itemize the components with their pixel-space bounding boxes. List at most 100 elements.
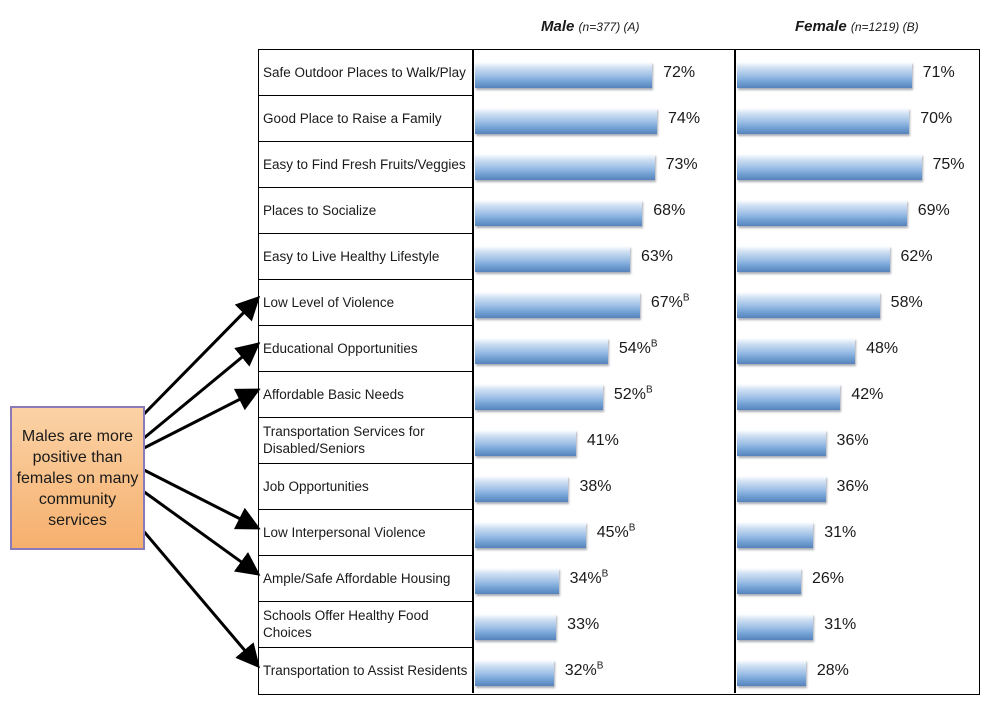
male-value-label: 73% <box>666 156 698 174</box>
row-divider <box>258 555 472 556</box>
female-value-label: 26% <box>812 570 844 588</box>
value-text: 58% <box>890 294 923 311</box>
value-text: 69% <box>917 202 950 219</box>
row-divider <box>258 463 472 464</box>
category-label: Ample/Safe Affordable Housing <box>263 570 451 586</box>
significance-marker: B <box>596 660 604 672</box>
male-bar <box>475 62 653 88</box>
callout-arrow <box>143 468 261 530</box>
value-text: 38% <box>579 478 612 495</box>
female-bar <box>737 292 880 318</box>
category-label: Transportation to Assist Residents <box>263 662 468 678</box>
female-value-label: 31% <box>824 524 856 542</box>
female-value-label: 36% <box>837 432 869 450</box>
female-value-label: 75% <box>933 156 965 174</box>
female-bar <box>737 384 841 410</box>
male-value-label: 34%B <box>569 568 609 588</box>
significance-marker: B <box>601 568 609 580</box>
value-text: 36% <box>836 432 869 449</box>
category-label: Job Opportunities <box>263 478 369 494</box>
callout-arrow <box>143 388 261 450</box>
male-bar <box>475 384 603 410</box>
row-divider <box>258 141 472 142</box>
male-bar <box>475 660 554 686</box>
male-column-divider <box>472 49 474 693</box>
female-bar <box>737 430 826 456</box>
female-bar <box>737 200 907 226</box>
male-bar <box>475 430 576 456</box>
callout-arrow <box>122 507 260 669</box>
value-text: 28% <box>816 662 849 679</box>
row-divider <box>258 187 472 188</box>
value-text: 72% <box>663 64 696 81</box>
row-divider <box>258 233 472 234</box>
male-bar <box>475 476 569 502</box>
value-text: 68% <box>653 202 686 219</box>
category-label: Easy to Find Fresh Fruits/Veggies <box>263 156 466 172</box>
female-bar <box>737 154 922 180</box>
significance-marker: B <box>645 384 653 396</box>
female-value-label: 62% <box>901 248 933 266</box>
significance-marker: B <box>682 292 690 304</box>
male-value-label: 63% <box>641 248 673 266</box>
callout-arrow <box>142 295 261 416</box>
male-value-label: 74% <box>668 110 700 128</box>
value-text: 75% <box>932 156 965 173</box>
female-value-label: 70% <box>920 110 952 128</box>
male-bar <box>475 614 557 640</box>
female-bar <box>737 62 912 88</box>
category-label: Safe Outdoor Places to Walk/Play <box>263 64 466 80</box>
female-value-label: 31% <box>824 616 856 634</box>
value-text: 67% <box>650 294 683 311</box>
female-header-label: Female <box>795 18 847 35</box>
male-value-label: 38% <box>579 478 611 496</box>
male-value-label: 54%B <box>619 338 658 358</box>
female-value-label: 28% <box>817 662 849 680</box>
value-text: 42% <box>851 386 884 403</box>
significance-marker: B <box>628 522 636 534</box>
male-header-label: Male <box>541 18 575 35</box>
value-text: 73% <box>665 156 698 173</box>
female-column-divider <box>734 49 736 693</box>
male-bar <box>475 292 640 318</box>
category-label: Low Interpersonal Violence <box>263 524 426 540</box>
female-column-header: Female (n=1219) (B) <box>795 18 919 35</box>
row-divider <box>258 95 472 96</box>
male-header-n: (n=377) (A) <box>578 20 640 34</box>
female-value-label: 58% <box>891 294 923 312</box>
male-value-label: 45%B <box>596 522 636 542</box>
male-value-label: 67%B <box>650 292 690 312</box>
male-value-label: 32%B <box>565 660 604 680</box>
female-bar <box>737 522 814 548</box>
value-text: 31% <box>824 524 857 541</box>
value-text: 45% <box>596 524 629 541</box>
row-divider <box>258 279 472 280</box>
female-bar <box>737 338 856 364</box>
significance-marker: B <box>650 338 658 350</box>
row-divider <box>258 417 472 418</box>
value-text: 74% <box>668 110 701 127</box>
value-text: 34% <box>569 570 602 587</box>
male-value-label: 72% <box>663 64 695 82</box>
male-value-label: 68% <box>653 202 685 220</box>
female-bar <box>737 108 910 134</box>
male-bar <box>475 200 643 226</box>
row-divider <box>258 325 472 326</box>
row-divider <box>258 509 472 510</box>
female-value-label: 71% <box>923 64 955 82</box>
value-text: 70% <box>920 110 953 127</box>
category-label: Schools Offer Healthy Food Choices <box>263 608 429 640</box>
female-bar <box>737 246 890 272</box>
value-text: 41% <box>586 432 619 449</box>
category-label: Easy to Live Healthy Lifestyle <box>263 248 440 264</box>
callout-arrow <box>143 342 261 440</box>
male-bar <box>475 568 559 594</box>
callout-arrow <box>135 484 261 576</box>
category-label: Affordable Basic Needs <box>263 386 404 402</box>
male-value-label: 33% <box>567 616 599 634</box>
female-header-n: (n=1219) (B) <box>850 20 919 34</box>
male-value-label: 41% <box>587 432 619 450</box>
category-label: Educational Opportunities <box>263 340 418 356</box>
row-divider <box>258 371 472 372</box>
